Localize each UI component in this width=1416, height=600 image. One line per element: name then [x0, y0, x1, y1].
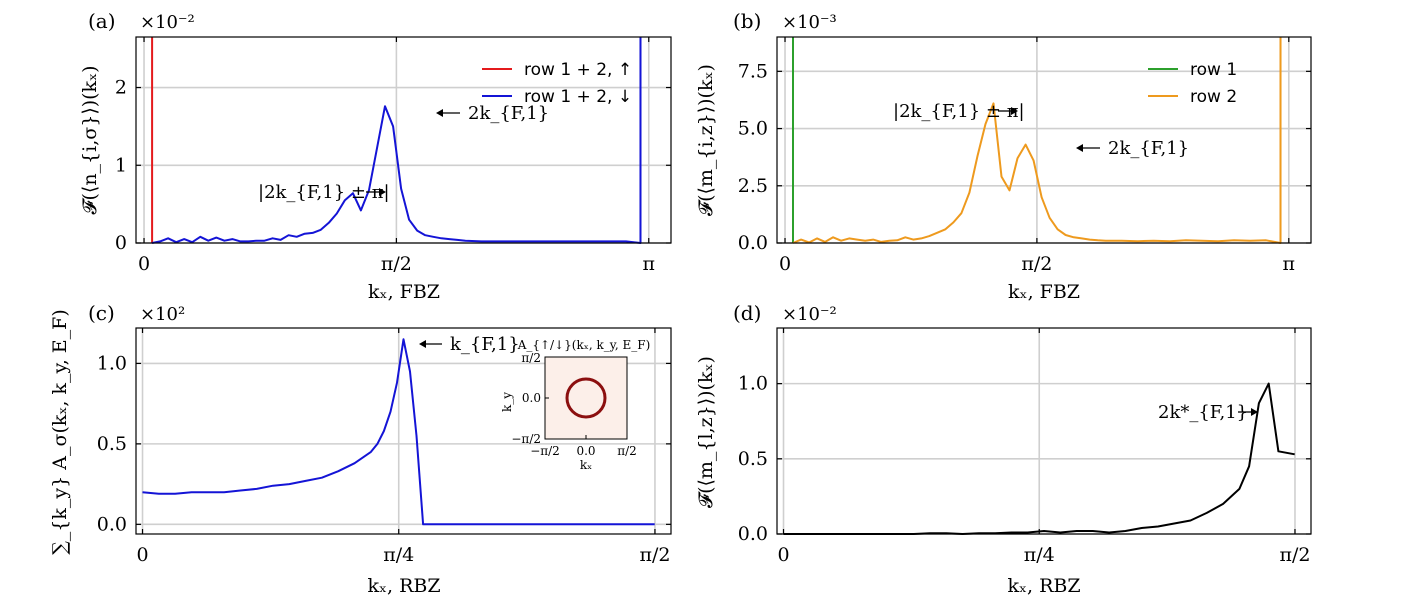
- legend-label-row12-up: row 1 + 2, ↑: [524, 60, 632, 80]
- y-tick-label: 0.0: [738, 523, 768, 545]
- panel-d-xlabel: kₓ, RBZ: [1007, 575, 1080, 597]
- panel-b-series: [792, 37, 1282, 244]
- panel-d-annotation-2kf-star: 2k*_{F,1}: [1158, 402, 1258, 423]
- panel-a-series: [151, 37, 642, 244]
- panel-c-series: [142, 338, 655, 526]
- panel-b-ylabel: 𝓕(⟨m_{i,z}⟩)(kₓ): [695, 64, 717, 216]
- y-tick-label: 1: [115, 154, 127, 176]
- annotation-text: 2k_{F,1}: [1108, 138, 1189, 159]
- panel-c-frame: [135, 327, 672, 535]
- panel-c-ylabel: ∑_{k_y} A_σ(kₓ, k_y, E_F): [49, 309, 71, 555]
- legend-label-row2: row 2: [1190, 87, 1237, 107]
- y-tick-label: 0.5: [97, 433, 127, 455]
- x-tick-label: π/4: [1024, 544, 1055, 566]
- panel-d-multiplier: ×10⁻²: [782, 304, 837, 325]
- panel-d-ticks: 0 π/4 π/2 0.0 0.5 1.0: [738, 328, 1311, 566]
- panel-d-frame: [776, 327, 1312, 535]
- y-tick-label: 0.0: [738, 232, 768, 254]
- series-line-2: [151, 37, 642, 244]
- panel-b-ticks: 0 π/2 π 0.0 2.5 5.0 7.5: [738, 37, 1311, 275]
- x-tick-label: 0: [138, 253, 150, 275]
- annotation-text: |2k_{F,1} ± π|: [258, 182, 390, 203]
- panel-b-annotation-2kf-pi: |2k_{F,1} ± π|: [893, 101, 1025, 122]
- panel-c-ticks: 0 π/4 π/2 0.0 0.5 1.0: [97, 328, 671, 566]
- y-tick-label: 7.5: [738, 60, 768, 82]
- x-tick-label: π: [643, 253, 656, 275]
- x-tick-label: π/2: [1021, 253, 1052, 275]
- y-tick-label: 0.5: [738, 448, 768, 470]
- panel-a-annotation-2kf: 2k_{F,1}: [436, 103, 549, 124]
- x-tick-label: 0: [777, 544, 789, 566]
- panel-b-annotation-2kf: 2k_{F,1}: [1076, 138, 1189, 159]
- x-tick-label: 0: [136, 544, 148, 566]
- inset-ylabel: k_y: [500, 392, 514, 412]
- annotation-text: 2k*_{F,1}: [1158, 402, 1248, 423]
- x-tick-label: π: [1283, 253, 1296, 275]
- panel-c-multiplier: ×10²: [140, 304, 185, 325]
- legend-label-row1: row 1: [1190, 60, 1237, 80]
- panel-c-label: (c): [88, 301, 115, 325]
- panel-a-legend: row 1 + 2, ↑ row 1 + 2, ↓: [482, 60, 632, 107]
- x-tick-label: π/2: [639, 544, 670, 566]
- panel-a: 0 π/2 π 0 1 2 (a) ×10⁻² kₓ, FBZ 𝓕(⟨n_{i,σ}⟩)(…: [79, 9, 672, 303]
- panel-d-grid: [777, 328, 1311, 535]
- panel-a-annotation-2kf-pi: |2k_{F,1} ± π|: [258, 182, 390, 203]
- x-tick-label: 0: [779, 253, 791, 275]
- inset-xtick-right: π/2: [617, 444, 637, 458]
- inset-xtick-mid: 0.0: [576, 444, 595, 458]
- panel-c-inset: A_{↑/↓}(kₓ, k_y, E_F) π/2 0.0 −π/2 −π/2 …: [500, 338, 650, 472]
- panel-b-label: (b): [733, 9, 761, 33]
- panel-b-multiplier: ×10⁻³: [782, 12, 837, 33]
- panel-a-ylabel: 𝓕(⟨n_{i,σ}⟩)(kₓ): [79, 65, 101, 214]
- panel-d: 0 π/4 π/2 0.0 0.5 1.0 (d) ×10⁻² kₓ, RBZ 𝓕(⟨m_…: [695, 301, 1312, 597]
- series-line-1: [142, 338, 655, 526]
- inset-xtick-left: −π/2: [530, 444, 560, 458]
- legend-label-row12-down: row 1 + 2, ↓: [524, 87, 632, 107]
- panel-d-ylabel: 𝓕(⟨m_{l,z}⟩)(kₓ): [695, 356, 717, 508]
- x-tick-label: π/2: [1279, 544, 1310, 566]
- panel-a-frame: [135, 36, 672, 244]
- inset-background: [544, 356, 628, 440]
- y-tick-label: 1.0: [97, 352, 127, 374]
- inset-xlabel: kₓ: [580, 458, 592, 472]
- panel-b-frame: [776, 36, 1312, 244]
- annotation-text: k_{F,1}: [450, 334, 520, 355]
- panel-a-xlabel: kₓ, FBZ: [368, 281, 440, 303]
- annotation-text: |2k_{F,1} ± π|: [893, 101, 1025, 122]
- panel-b-xlabel: kₓ, FBZ: [1008, 281, 1080, 303]
- panel-a-ticks: 0 π/2 π 0 1 2: [115, 37, 671, 275]
- x-tick-label: π/4: [383, 544, 414, 566]
- panel-a-label: (a): [88, 9, 116, 33]
- panel-b: 0 π/2 π 0.0 2.5 5.0 7.5 (b) ×10⁻³ kₓ, FBZ 𝓕(⟨m…: [695, 9, 1312, 303]
- panel-c-xlabel: kₓ, RBZ: [367, 575, 440, 597]
- panel-d-label: (d): [733, 301, 761, 325]
- y-tick-label: 2.5: [738, 175, 768, 197]
- inset-ytick-bottom: −π/2: [511, 432, 541, 446]
- y-tick-label: 2: [115, 77, 127, 99]
- y-tick-label: 0.0: [97, 513, 127, 535]
- x-tick-label: π/2: [381, 253, 412, 275]
- y-tick-label: 0: [115, 232, 127, 254]
- y-tick-label: 1.0: [738, 373, 768, 395]
- inset-ytick-mid: 0.0: [522, 391, 541, 405]
- inset-title: A_{↑/↓}(kₓ, k_y, E_F): [517, 338, 651, 352]
- panel-a-multiplier: ×10⁻²: [140, 12, 195, 33]
- series-line-2: [792, 37, 1282, 244]
- panel-c-annotation-kf: k_{F,1}: [419, 334, 520, 355]
- panel-c: 0 π/4 π/2 0.0 0.5 1.0 (c) ×10² kₓ, RBZ ∑_{k_y…: [49, 301, 672, 597]
- inset-fermi-ring: [565, 377, 607, 419]
- y-tick-label: 5.0: [738, 118, 768, 140]
- panel-b-legend: row 1 row 2: [1148, 60, 1237, 107]
- annotation-text: 2k_{F,1}: [468, 103, 549, 124]
- inset-ytick-top: π/2: [521, 351, 541, 365]
